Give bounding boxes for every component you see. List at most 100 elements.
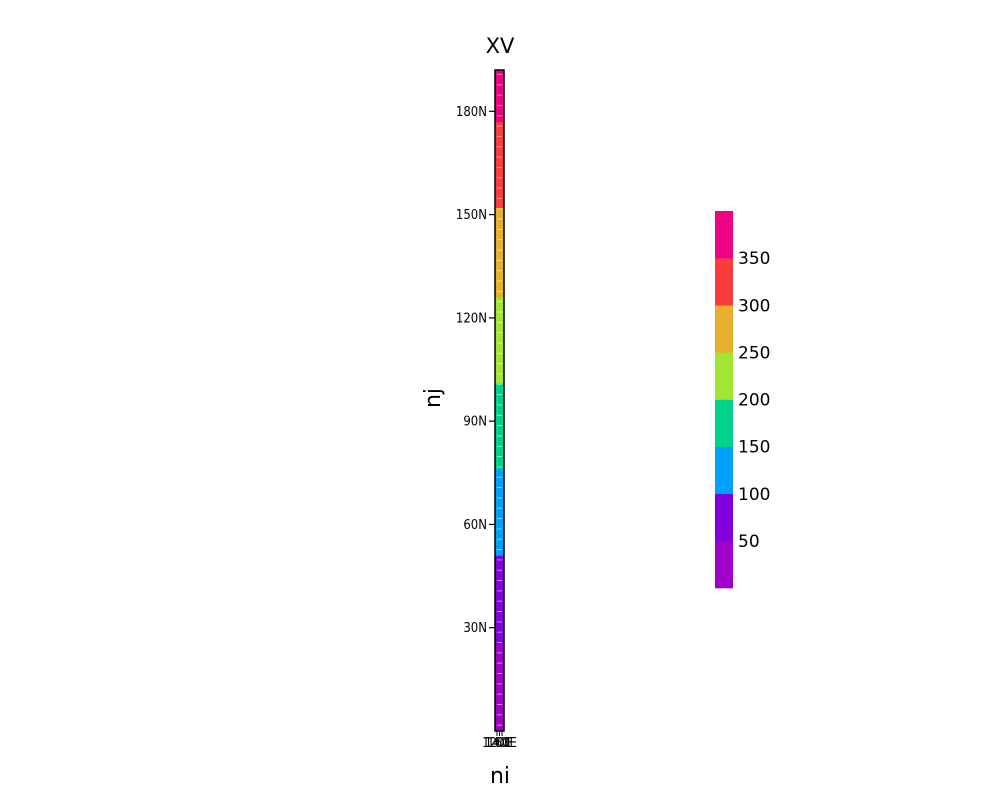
heat-cell	[495, 410, 504, 415]
heat-cell	[495, 500, 504, 505]
heat-cell	[495, 297, 504, 302]
heat-cell	[495, 228, 504, 233]
heat-cell	[495, 507, 504, 512]
heat-cell	[495, 520, 504, 525]
heat-cell	[495, 689, 504, 694]
heat-cell	[495, 665, 504, 670]
heat-cell	[495, 187, 504, 191]
heat-cell	[495, 238, 504, 243]
heat-cell	[495, 235, 504, 240]
heat-cell	[495, 159, 504, 164]
heat-cell	[495, 724, 504, 728]
heat-cell	[495, 386, 504, 391]
heat-cell	[495, 569, 504, 574]
heat-cell	[495, 603, 504, 608]
heat-cell	[495, 104, 504, 109]
heat-cell	[495, 314, 504, 319]
y-tick-label: 180N	[456, 105, 487, 120]
heat-cell	[495, 166, 504, 171]
heat-cell	[495, 493, 504, 498]
heat-cell	[495, 414, 504, 419]
heat-cell	[495, 682, 504, 687]
heat-cell	[495, 83, 504, 88]
heat-cell	[495, 307, 504, 312]
heat-cell	[495, 125, 504, 129]
heat-cell	[495, 620, 504, 625]
heat-cell	[495, 255, 504, 260]
heat-cell	[495, 121, 504, 126]
heat-cell	[495, 359, 504, 364]
heat-cell	[495, 156, 504, 160]
heat-cell	[495, 459, 504, 463]
heat-cell	[495, 634, 504, 639]
heat-cell	[495, 490, 504, 494]
heat-cell	[495, 276, 504, 281]
heat-cell	[495, 551, 504, 556]
heat-cell	[495, 465, 504, 470]
heat-cell	[495, 703, 504, 708]
heat-cell	[495, 555, 504, 560]
heat-cell	[495, 290, 504, 295]
x-axis-label: ni	[490, 764, 510, 789]
heat-cell	[495, 479, 504, 484]
heat-cell	[495, 483, 504, 487]
heat-cell	[495, 138, 504, 143]
heat-cell	[495, 324, 504, 329]
heat-cell	[495, 218, 504, 222]
heat-cell	[495, 476, 504, 481]
heat-cell	[495, 441, 504, 446]
colorbar-swatch	[715, 258, 733, 306]
heat-cell	[495, 579, 504, 584]
heat-cell	[495, 70, 504, 74]
heat-cell	[495, 366, 504, 370]
y-tick-label: 150N	[456, 208, 487, 223]
heat-cell	[495, 527, 504, 532]
colorbar-swatch	[715, 305, 733, 353]
heat-cell	[495, 328, 504, 333]
chart-title: XV	[486, 34, 515, 58]
heat-cell	[495, 376, 504, 381]
heat-cell	[495, 283, 504, 288]
colorbar-swatch	[715, 493, 733, 542]
heat-cell	[495, 335, 504, 339]
y-tick-label: 120N	[456, 311, 487, 326]
heat-cell	[495, 266, 504, 271]
heat-cell	[495, 211, 504, 215]
y-tick-label: 30N	[463, 621, 487, 636]
heat-cell	[495, 207, 504, 212]
colorbar-label: 300	[738, 296, 770, 316]
heat-cell	[495, 131, 504, 136]
heat-cell	[495, 700, 504, 704]
heat-cell	[495, 118, 504, 123]
heat-cell	[495, 197, 504, 202]
heat-cell	[495, 176, 504, 181]
heat-cell	[495, 149, 504, 154]
heat-cell	[495, 655, 504, 660]
heat-cell	[495, 428, 504, 432]
heat-cell	[495, 214, 504, 219]
heat-cell	[495, 627, 504, 632]
heat-cell	[495, 713, 504, 718]
heat-cell	[495, 617, 504, 622]
heat-cell	[495, 452, 504, 456]
heat-cell	[495, 434, 504, 439]
colorbar-swatch	[715, 540, 733, 589]
heat-cell	[495, 180, 504, 185]
heat-cell	[495, 455, 504, 460]
heat-cell	[495, 273, 504, 277]
heat-cell	[495, 262, 504, 267]
heat-cell	[495, 431, 504, 436]
heat-cell	[495, 696, 504, 701]
heat-cell	[495, 73, 504, 78]
x-tick-label: 160E	[487, 736, 517, 751]
heat-cell	[495, 390, 504, 395]
heat-cell	[495, 152, 504, 157]
heat-cell	[495, 510, 504, 515]
heat-cell	[495, 76, 504, 81]
heat-cell	[495, 200, 504, 205]
heat-cell	[495, 242, 504, 246]
colorbar-swatch	[715, 352, 733, 400]
heat-cell	[495, 576, 504, 580]
heat-cell	[495, 727, 504, 732]
heat-cell	[495, 142, 504, 147]
